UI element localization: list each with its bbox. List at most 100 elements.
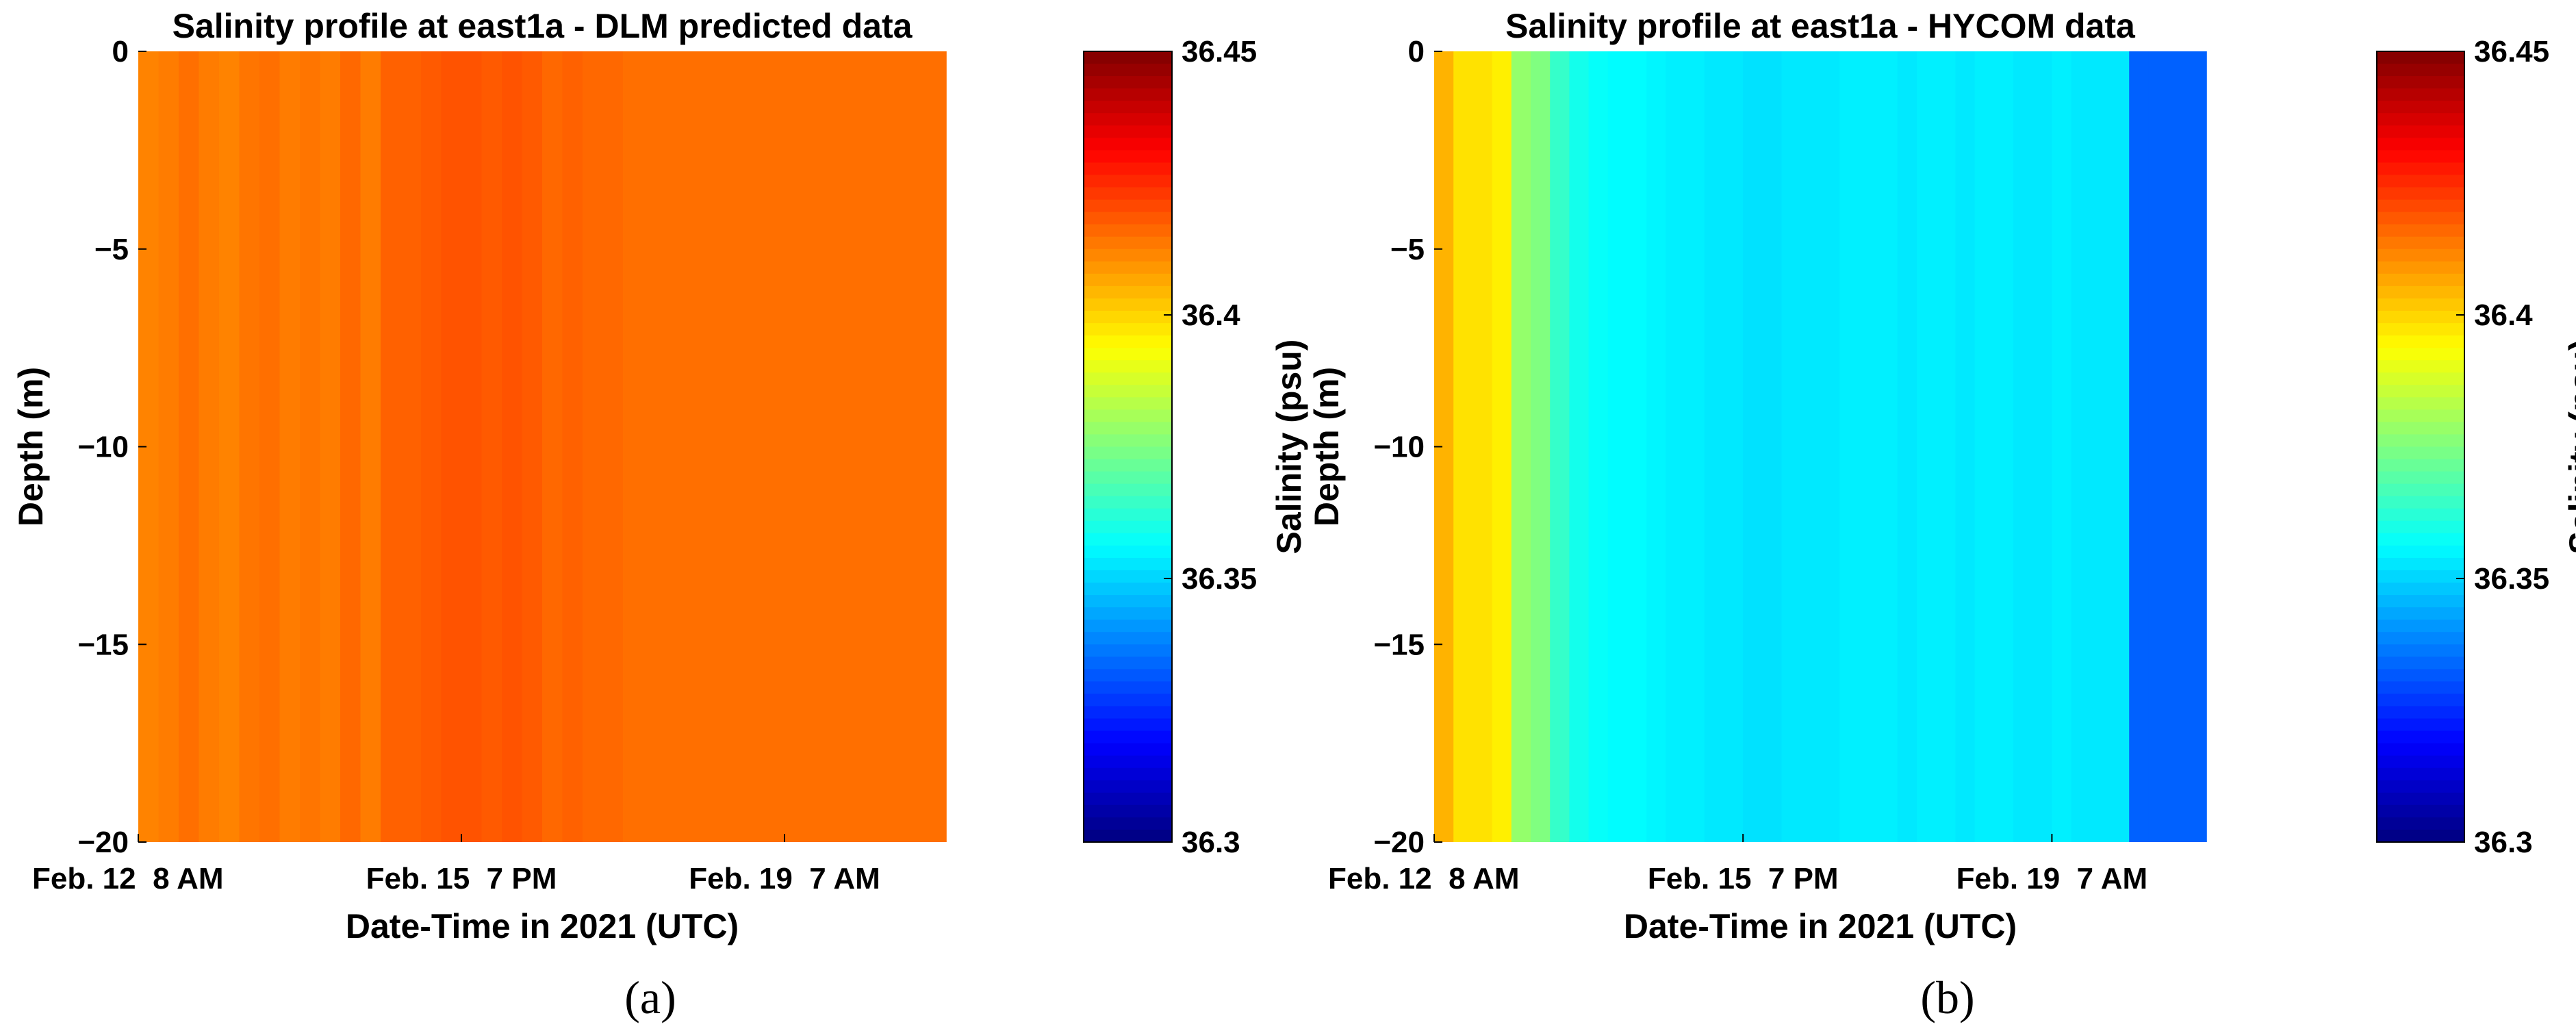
colorbar-segment	[1084, 372, 1172, 386]
heatmap-cell	[199, 51, 220, 842]
colorbar-segment	[1084, 335, 1172, 348]
colorbar-segment	[2377, 310, 2464, 324]
heatmap-cell	[1453, 51, 1474, 842]
heatmap-cell	[1955, 51, 1976, 842]
heatmap-cell	[825, 51, 846, 842]
colorbar-segment	[1084, 804, 1172, 818]
heatmap-cell	[441, 51, 462, 842]
colorbar-segment	[2377, 681, 2464, 695]
colorbar-segment	[2377, 101, 2464, 114]
heatmap-cell	[360, 51, 381, 842]
colorbar-segment	[2377, 730, 2464, 744]
heatmap-cell	[1588, 51, 1609, 842]
colorbar-label: Salinity (psu)	[1270, 340, 1308, 555]
heatmap-cell	[663, 51, 685, 842]
heatmap-cell	[2167, 51, 2188, 842]
heatmap-cell	[602, 51, 624, 842]
heatmap-cell	[522, 51, 543, 842]
colorbar-tick-label: 36.45	[2474, 35, 2549, 68]
colorbar-label: Salinity (psu)	[2562, 340, 2576, 555]
colorbar-segment	[1084, 113, 1172, 127]
colorbar-segment	[2377, 804, 2464, 818]
colorbar-segment	[2377, 446, 2464, 460]
colorbar-segment	[1084, 471, 1172, 485]
heatmap-cell	[865, 51, 887, 842]
colorbar-segment	[1084, 298, 1172, 311]
colorbar-segment	[2377, 780, 2464, 793]
heatmap-cell	[906, 51, 927, 842]
heatmap-cell	[1800, 51, 1821, 842]
heatmap-cell	[279, 51, 301, 842]
colorbar-segment	[1084, 88, 1172, 101]
heatmap-cell	[1993, 51, 2014, 842]
heatmap-cell	[481, 51, 502, 842]
heatmap-cell	[1666, 51, 1686, 842]
colorbar-segment	[2377, 718, 2464, 732]
colorbar-segment	[2377, 533, 2464, 546]
colorbar-segment	[2377, 520, 2464, 534]
heatmap-cell	[704, 51, 725, 842]
colorbar-segment	[1084, 310, 1172, 324]
colorbar-segment	[2377, 360, 2464, 374]
colorbar-segment	[1084, 434, 1172, 448]
colorbar-segment	[1084, 557, 1172, 571]
colorbar-segment	[1084, 755, 1172, 769]
colorbar-tick-label: 36.3	[2474, 826, 2533, 859]
heatmap-cell	[643, 51, 664, 842]
colorbar-segment	[2377, 817, 2464, 830]
colorbar-segment	[2377, 632, 2464, 646]
colorbar-segment	[1084, 792, 1172, 806]
colorbar-segment	[2377, 187, 2464, 201]
heatmap-cell	[1724, 51, 1744, 842]
colorbar-segment	[2377, 125, 2464, 139]
colorbar-segment	[1084, 743, 1172, 756]
colorbar-segment	[2377, 249, 2464, 262]
heatmap-cell	[2032, 51, 2053, 842]
colorbar-segment	[1084, 76, 1172, 89]
colorbar-segment	[2377, 508, 2464, 522]
heatmap-cell	[1936, 51, 1956, 842]
colorbar-segment	[2377, 570, 2464, 583]
heatmap-cell	[744, 51, 765, 842]
heatmap-cell	[1569, 51, 1590, 842]
colorbar-segment	[1084, 620, 1172, 633]
heatmap-cell	[1492, 51, 1512, 842]
colorbar-segment	[2377, 76, 2464, 89]
colorbar-segment	[2377, 138, 2464, 151]
colorbar-segment	[1084, 681, 1172, 695]
colorbar-segment	[2377, 175, 2464, 188]
heatmap-cell	[1646, 51, 1667, 842]
heatmap-cell	[259, 51, 281, 842]
x-axis-label: Date-Time in 2021 (UTC)	[346, 907, 739, 945]
heatmap-cell	[320, 51, 341, 842]
colorbar-segment	[1084, 175, 1172, 188]
colorbar-segment	[2377, 422, 2464, 435]
heatmap-cell	[179, 51, 200, 842]
heatmap-cell	[2129, 51, 2150, 842]
heatmap-cell	[583, 51, 604, 842]
colorbar-tick-label: 36.35	[1182, 562, 1257, 596]
colorbar-segment	[1084, 273, 1172, 287]
heatmap-cell	[2186, 51, 2207, 842]
chart-title: Salinity profile at east1a - DLM predict…	[173, 7, 913, 45]
colorbar-segment	[1084, 657, 1172, 670]
colorbar-segment	[1084, 669, 1172, 683]
colorbar-segment	[1084, 829, 1172, 843]
colorbar-segment	[2377, 51, 2464, 64]
colorbar-segment	[2377, 273, 2464, 287]
colorbar-segment	[1084, 138, 1172, 151]
heatmap-cell	[683, 51, 704, 842]
colorbar-segment	[1084, 212, 1172, 225]
heatmap-cell	[158, 51, 179, 842]
x-axis-label: Date-Time in 2021 (UTC)	[1624, 907, 2017, 945]
heatmap-cell	[1917, 51, 1937, 842]
y-axis-label: Depth (m)	[12, 367, 50, 526]
colorbar-segment	[2377, 236, 2464, 250]
colorbar-segment	[2377, 397, 2464, 411]
heatmap-cell	[2052, 51, 2072, 842]
colorbar-segment	[1084, 459, 1172, 472]
colorbar-segment	[2377, 88, 2464, 101]
x-tick-label: Feb. 12 8 AM	[32, 862, 224, 895]
colorbar-segment	[2377, 323, 2464, 336]
heatmap-cell	[885, 51, 906, 842]
